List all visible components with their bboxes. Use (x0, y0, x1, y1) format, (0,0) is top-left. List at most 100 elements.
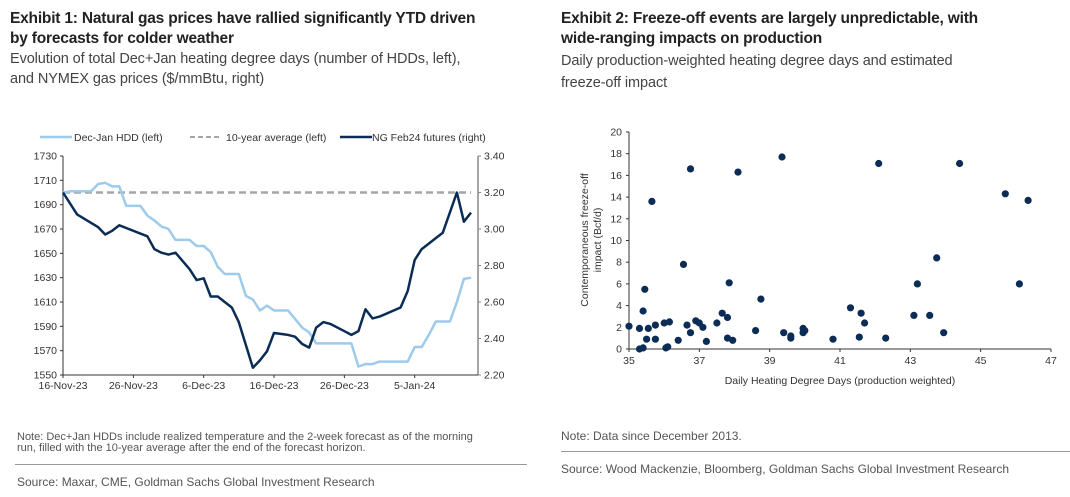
right-y-tick-label: 3.00 (484, 224, 505, 236)
legend-label-10yr: 10-year average (left) (226, 132, 326, 144)
scatter-point (686, 329, 695, 337)
scatter-point (679, 260, 688, 268)
scatter-point (723, 313, 732, 322)
y-axis-title-line1: Contemporaneous freeze-off (579, 173, 591, 307)
scatter-point (910, 311, 918, 319)
right-y-tick-label: 3.20 (484, 187, 505, 199)
scatter-point (643, 335, 651, 343)
scatter-point (718, 309, 726, 317)
scatter-point (926, 311, 934, 319)
scatter-point (1024, 196, 1032, 204)
y-tick-label: 0 (616, 344, 622, 356)
legend-label-ng: NG Feb24 futures (right) (372, 132, 486, 144)
scatter-point (651, 335, 660, 343)
series-line-ng-feb24-futures (61, 191, 472, 369)
exhibit1-note-line1: Note: Dec+Jan HDDs include realized temp… (17, 431, 473, 443)
scatter-point (875, 159, 883, 168)
scatter-point (1001, 190, 1009, 198)
exhibit2-source: Source: Wood Mackenzie, Bloomberg, Goldm… (561, 462, 1009, 476)
exhibit1-subtitle-line1: Evolution of total Dec+Jan heating degre… (10, 51, 461, 67)
scatter-point (635, 324, 644, 332)
y-tick-label: 14 (610, 192, 622, 204)
scatter-point (882, 334, 890, 342)
exhibit2-note: Note: Data since December 2013. (561, 429, 742, 443)
left-y-tick-label: 1670 (34, 224, 58, 236)
scatter-point (780, 329, 788, 337)
x-tick-label: 26-Dec-23 (320, 380, 369, 392)
scatter-point (644, 324, 652, 332)
scatter-point (829, 335, 837, 343)
exhibit1-note-line2: run, filled with the 10-year average aft… (17, 442, 366, 454)
scatter-point (664, 343, 672, 351)
scatter-point (625, 322, 633, 330)
scatter-point (641, 285, 649, 293)
y-tick-label: 20 (610, 127, 622, 139)
scatter-point (702, 337, 711, 345)
scatter-point (713, 319, 721, 327)
scatter-point (855, 333, 863, 341)
scatter-point (956, 159, 964, 168)
left-y-tick-label: 1730 (34, 151, 58, 163)
scatter-point (648, 197, 656, 205)
y-tick-label: 12 (610, 213, 622, 225)
left-y-tick-label: 1650 (34, 248, 58, 260)
left-y-tick-label: 1710 (34, 175, 58, 187)
exhibit1-source: Source: Maxar, CME, Goldman Sachs Global… (17, 475, 375, 489)
scatter-point (846, 304, 855, 312)
scatter-point (665, 318, 674, 326)
scatter-point (752, 327, 760, 335)
x-tick-label: 47 (1045, 355, 1057, 367)
x-tick-label: 39 (764, 355, 776, 367)
left-y-tick-label: 1550 (34, 370, 58, 382)
left-y-tick-label: 1590 (34, 321, 58, 333)
right-y-tick-label: 2.60 (484, 297, 505, 309)
scatter-point (787, 334, 795, 342)
x-tick-label: 41 (834, 355, 846, 367)
x-tick-label: 37 (693, 355, 705, 367)
x-tick-label: 45 (975, 355, 987, 367)
left-y-tick-label: 1630 (34, 272, 58, 284)
x-tick-label: 5-Jan-24 (394, 380, 436, 392)
left-y-tick-label: 1690 (34, 199, 58, 211)
scatter-point (801, 327, 809, 335)
scatter-point (861, 319, 869, 327)
exhibit1-title-line1: Exhibit 1: Natural gas prices have ralli… (10, 10, 476, 27)
right-y-tick-label: 2.40 (484, 333, 505, 345)
scatter-point (933, 254, 941, 262)
scatter-point (651, 321, 660, 329)
x-tick-label: 43 (904, 355, 916, 367)
scatter-point (940, 329, 948, 337)
exhibit2-subtitle-line2: freeze-off impact (561, 75, 668, 91)
right-y-tick-label: 2.20 (484, 370, 505, 382)
x-tick-label: 26-Nov-23 (109, 380, 158, 392)
exhibit1-divider (15, 464, 527, 465)
x-axis-title: Daily Heating Degree Days (production we… (725, 375, 956, 387)
scatter-point (674, 336, 682, 344)
right-y-tick-label: 2.80 (484, 260, 505, 272)
series-line-dec-jan-hdd (62, 181, 472, 368)
y-tick-label: 18 (610, 148, 622, 160)
scatter-point (757, 295, 765, 303)
y-tick-label: 16 (610, 170, 622, 182)
exhibit2-scatter-chart: 0 2 4 6 8 10 12 14 16 18 20 35 37 39 41 43 45 47 Daily He… (579, 127, 1057, 388)
scatter-point (857, 309, 865, 317)
exhibit1-subtitle-line2: and NYMEX gas prices ($/mmBtu, right) (10, 71, 265, 87)
y-tick-label: 8 (616, 257, 622, 269)
right-y-tick-label: 3.40 (484, 151, 505, 163)
scatter-point (734, 168, 742, 176)
y-tick-label: 6 (616, 278, 622, 290)
scatter-point (639, 307, 647, 315)
left-y-tick-label: 1570 (34, 345, 58, 357)
legend-label-hdd: Dec-Jan HDD (left) (74, 132, 163, 144)
scatter-point (778, 153, 786, 161)
exhibit2-subtitle-line1: Daily production-weighted heating degree… (561, 53, 953, 69)
x-tick-label: 16-Dec-23 (250, 380, 299, 392)
scatter-point (699, 323, 707, 331)
scatter-point (913, 280, 922, 288)
y-tick-label: 2 (616, 322, 622, 334)
scatter-point (683, 321, 691, 329)
scatter-point (1015, 280, 1024, 288)
y-axis-title-line2: impact (Bcf/d) (592, 208, 604, 273)
x-tick-label: 6-Dec-23 (182, 380, 225, 392)
scatter-point (729, 336, 737, 344)
